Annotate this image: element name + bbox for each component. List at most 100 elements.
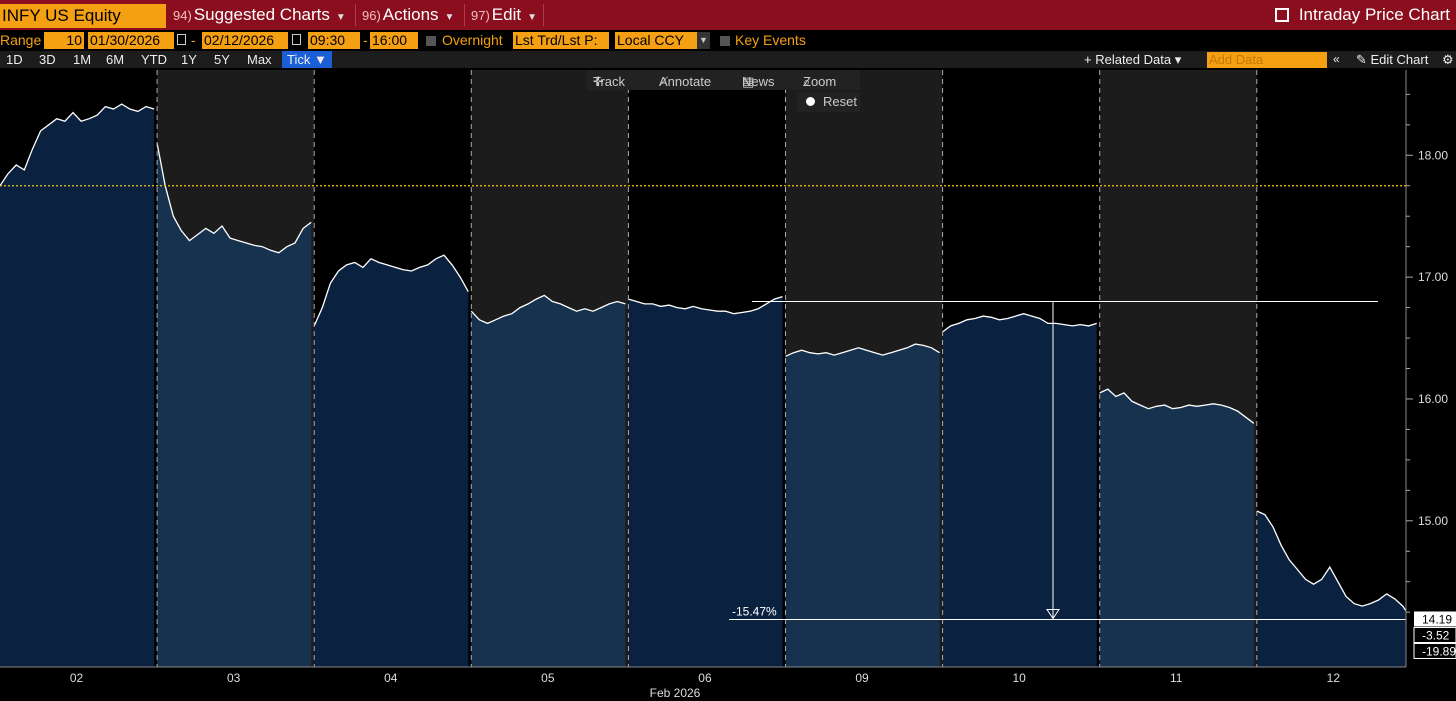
price-line-10 <box>942 313 1097 333</box>
period-row: 1D 3D 1M 6M YTD 1Y 5Y Max Tick ▼ + Relat… <box>0 51 1456 68</box>
area-day-02 <box>0 104 155 668</box>
period-tick[interactable]: Tick ▼ <box>282 51 332 68</box>
suggested-charts-menu[interactable]: 94) Suggested Charts ▼ <box>173 3 346 27</box>
related-data-button[interactable]: + Related Data ▾ <box>1084 52 1182 67</box>
price-line-11 <box>1099 388 1255 424</box>
y-tick-label: 17.00 <box>1418 270 1448 284</box>
magnifier-icon: ⌕ <box>803 74 811 89</box>
price-line-03 <box>156 142 312 254</box>
edit-chart-label: Edit Chart <box>1370 52 1429 67</box>
x-tick-label: 02 <box>70 671 84 685</box>
price-flag <box>1413 626 1456 643</box>
x-tick-label: 12 <box>1327 671 1341 685</box>
area-day-05 <box>471 295 626 667</box>
y-tick-label: 15.00 <box>1418 514 1448 528</box>
actions-menu[interactable]: 96) Actions ▼ <box>362 3 454 27</box>
x-tick-label: 03 <box>227 671 241 685</box>
period-3d[interactable]: 3D <box>39 52 56 67</box>
period-5y[interactable]: 5Y <box>214 52 230 67</box>
y-tick-label: 18.00 <box>1418 148 1448 162</box>
menu-label: Suggested Charts <box>193 5 330 24</box>
divider <box>464 4 465 26</box>
y-tick-label: 16.00 <box>1418 392 1448 406</box>
window-title-label: Intraday Price Chart <box>1298 5 1450 24</box>
key-events-label: Key Events <box>735 32 806 48</box>
ticker-field[interactable]: INFY US Equity <box>0 4 166 28</box>
news-label: News <box>742 74 775 89</box>
pen-icon: ⟋ <box>659 74 669 89</box>
area-day-10 <box>942 313 1097 667</box>
divider <box>355 4 356 26</box>
time-separator: - <box>363 32 368 48</box>
period-1m[interactable]: 1M <box>73 52 92 67</box>
price-flag-label: 14.19 <box>1422 612 1452 626</box>
area-day-11 <box>1099 389 1254 667</box>
add-data-input[interactable]: Add Data <box>1207 52 1327 68</box>
range-label: Range <box>0 32 42 48</box>
overnight-checkbox[interactable] <box>426 36 436 46</box>
menu-label: Edit <box>491 5 522 24</box>
title-bar: INFY US Equity 94) Suggested Charts ▼ 96) A… <box>0 0 1456 30</box>
chart-toolbar: ✛ Track ⟋ Annotate ▤ News ⌕ Zoom <box>587 70 860 90</box>
x-axis-sublabel: Feb 2026 <box>650 686 701 700</box>
range-value-field[interactable]: 10 <box>44 32 84 49</box>
edit-menu[interactable]: 97) Edit ▼ <box>471 3 537 27</box>
annotate-label: Annotate <box>659 74 712 89</box>
price-line-06 <box>628 295 783 315</box>
area-day-03 <box>157 143 312 668</box>
end-date-field[interactable]: 02/12/2026 <box>202 32 288 49</box>
currency-field[interactable]: Local CCY <box>615 32 697 49</box>
period-max[interactable]: Max <box>247 52 272 67</box>
start-date-field[interactable]: 01/30/2026 <box>88 32 174 49</box>
period-1y[interactable]: 1Y <box>181 52 197 67</box>
pencil-icon: ✎ <box>1356 52 1371 67</box>
measure-label: -15.47% <box>732 604 777 618</box>
crosshair-icon: ✛ <box>593 74 604 89</box>
x-tick-label: 10 <box>1012 671 1026 685</box>
chevron-down-icon[interactable]: ▼ <box>697 32 710 49</box>
x-tick-label: 06 <box>698 671 712 685</box>
menu-number: 96) <box>362 8 381 23</box>
calendar-icon[interactable] <box>177 34 186 45</box>
chevron-down-icon: ▼ <box>527 12 537 23</box>
price-line-04 <box>313 254 469 327</box>
chevron-down-icon: ▼ <box>444 12 455 23</box>
reset-radio-icon <box>806 97 815 106</box>
external-link-icon <box>1274 8 1289 22</box>
key-events-checkbox[interactable] <box>720 36 730 46</box>
reset-button[interactable]: Reset <box>797 92 860 112</box>
price-flag <box>1413 642 1456 659</box>
menu-number: 94) <box>173 8 192 23</box>
arrow-down-icon <box>1046 608 1060 620</box>
x-tick-label: 09 <box>855 671 869 685</box>
end-time-field[interactable]: 16:00 <box>370 32 418 49</box>
window-title[interactable]: Intraday Price Chart <box>1274 3 1450 27</box>
reset-label: Reset <box>823 94 857 109</box>
menu-label: Actions <box>382 5 439 24</box>
chevron-down-icon: ▼ <box>335 12 346 23</box>
overnight-label: Overnight <box>442 32 503 48</box>
calendar-icon[interactable] <box>292 34 301 45</box>
area-day-12 <box>1256 511 1411 667</box>
area-day-06 <box>628 296 783 667</box>
track-label: Track <box>593 74 626 89</box>
collapse-icon[interactable]: « <box>1333 52 1340 66</box>
y-axis-panel <box>1406 70 1456 701</box>
edit-chart-button[interactable]: ✎ Edit Chart <box>1356 51 1428 68</box>
x-tick-label: 05 <box>541 671 555 685</box>
price-line-02 <box>0 103 155 187</box>
price-flag-label: -3.52 <box>1422 628 1450 642</box>
price-flag-label: -19.89 <box>1422 644 1456 658</box>
gear-icon[interactable]: ⚙ <box>1442 52 1454 67</box>
area-day-09 <box>785 344 940 667</box>
news-icon: ▤ <box>742 74 755 89</box>
price-type-field[interactable]: Lst Trd/Lst P: <box>513 32 609 49</box>
period-6m[interactable]: 6M <box>106 52 125 67</box>
area-day-04 <box>314 255 469 667</box>
period-1d[interactable]: 1D <box>6 52 23 67</box>
price-chart[interactable]: -15.47% 02 03 04 05 06 09 10 11 12 18.00 17.00 16.0… <box>0 70 1456 701</box>
start-time-field[interactable]: 09:30 <box>308 32 360 49</box>
zoom-label: Zoom <box>803 74 837 89</box>
period-ytd[interactable]: YTD <box>141 52 167 67</box>
date-separator: - <box>191 32 196 48</box>
